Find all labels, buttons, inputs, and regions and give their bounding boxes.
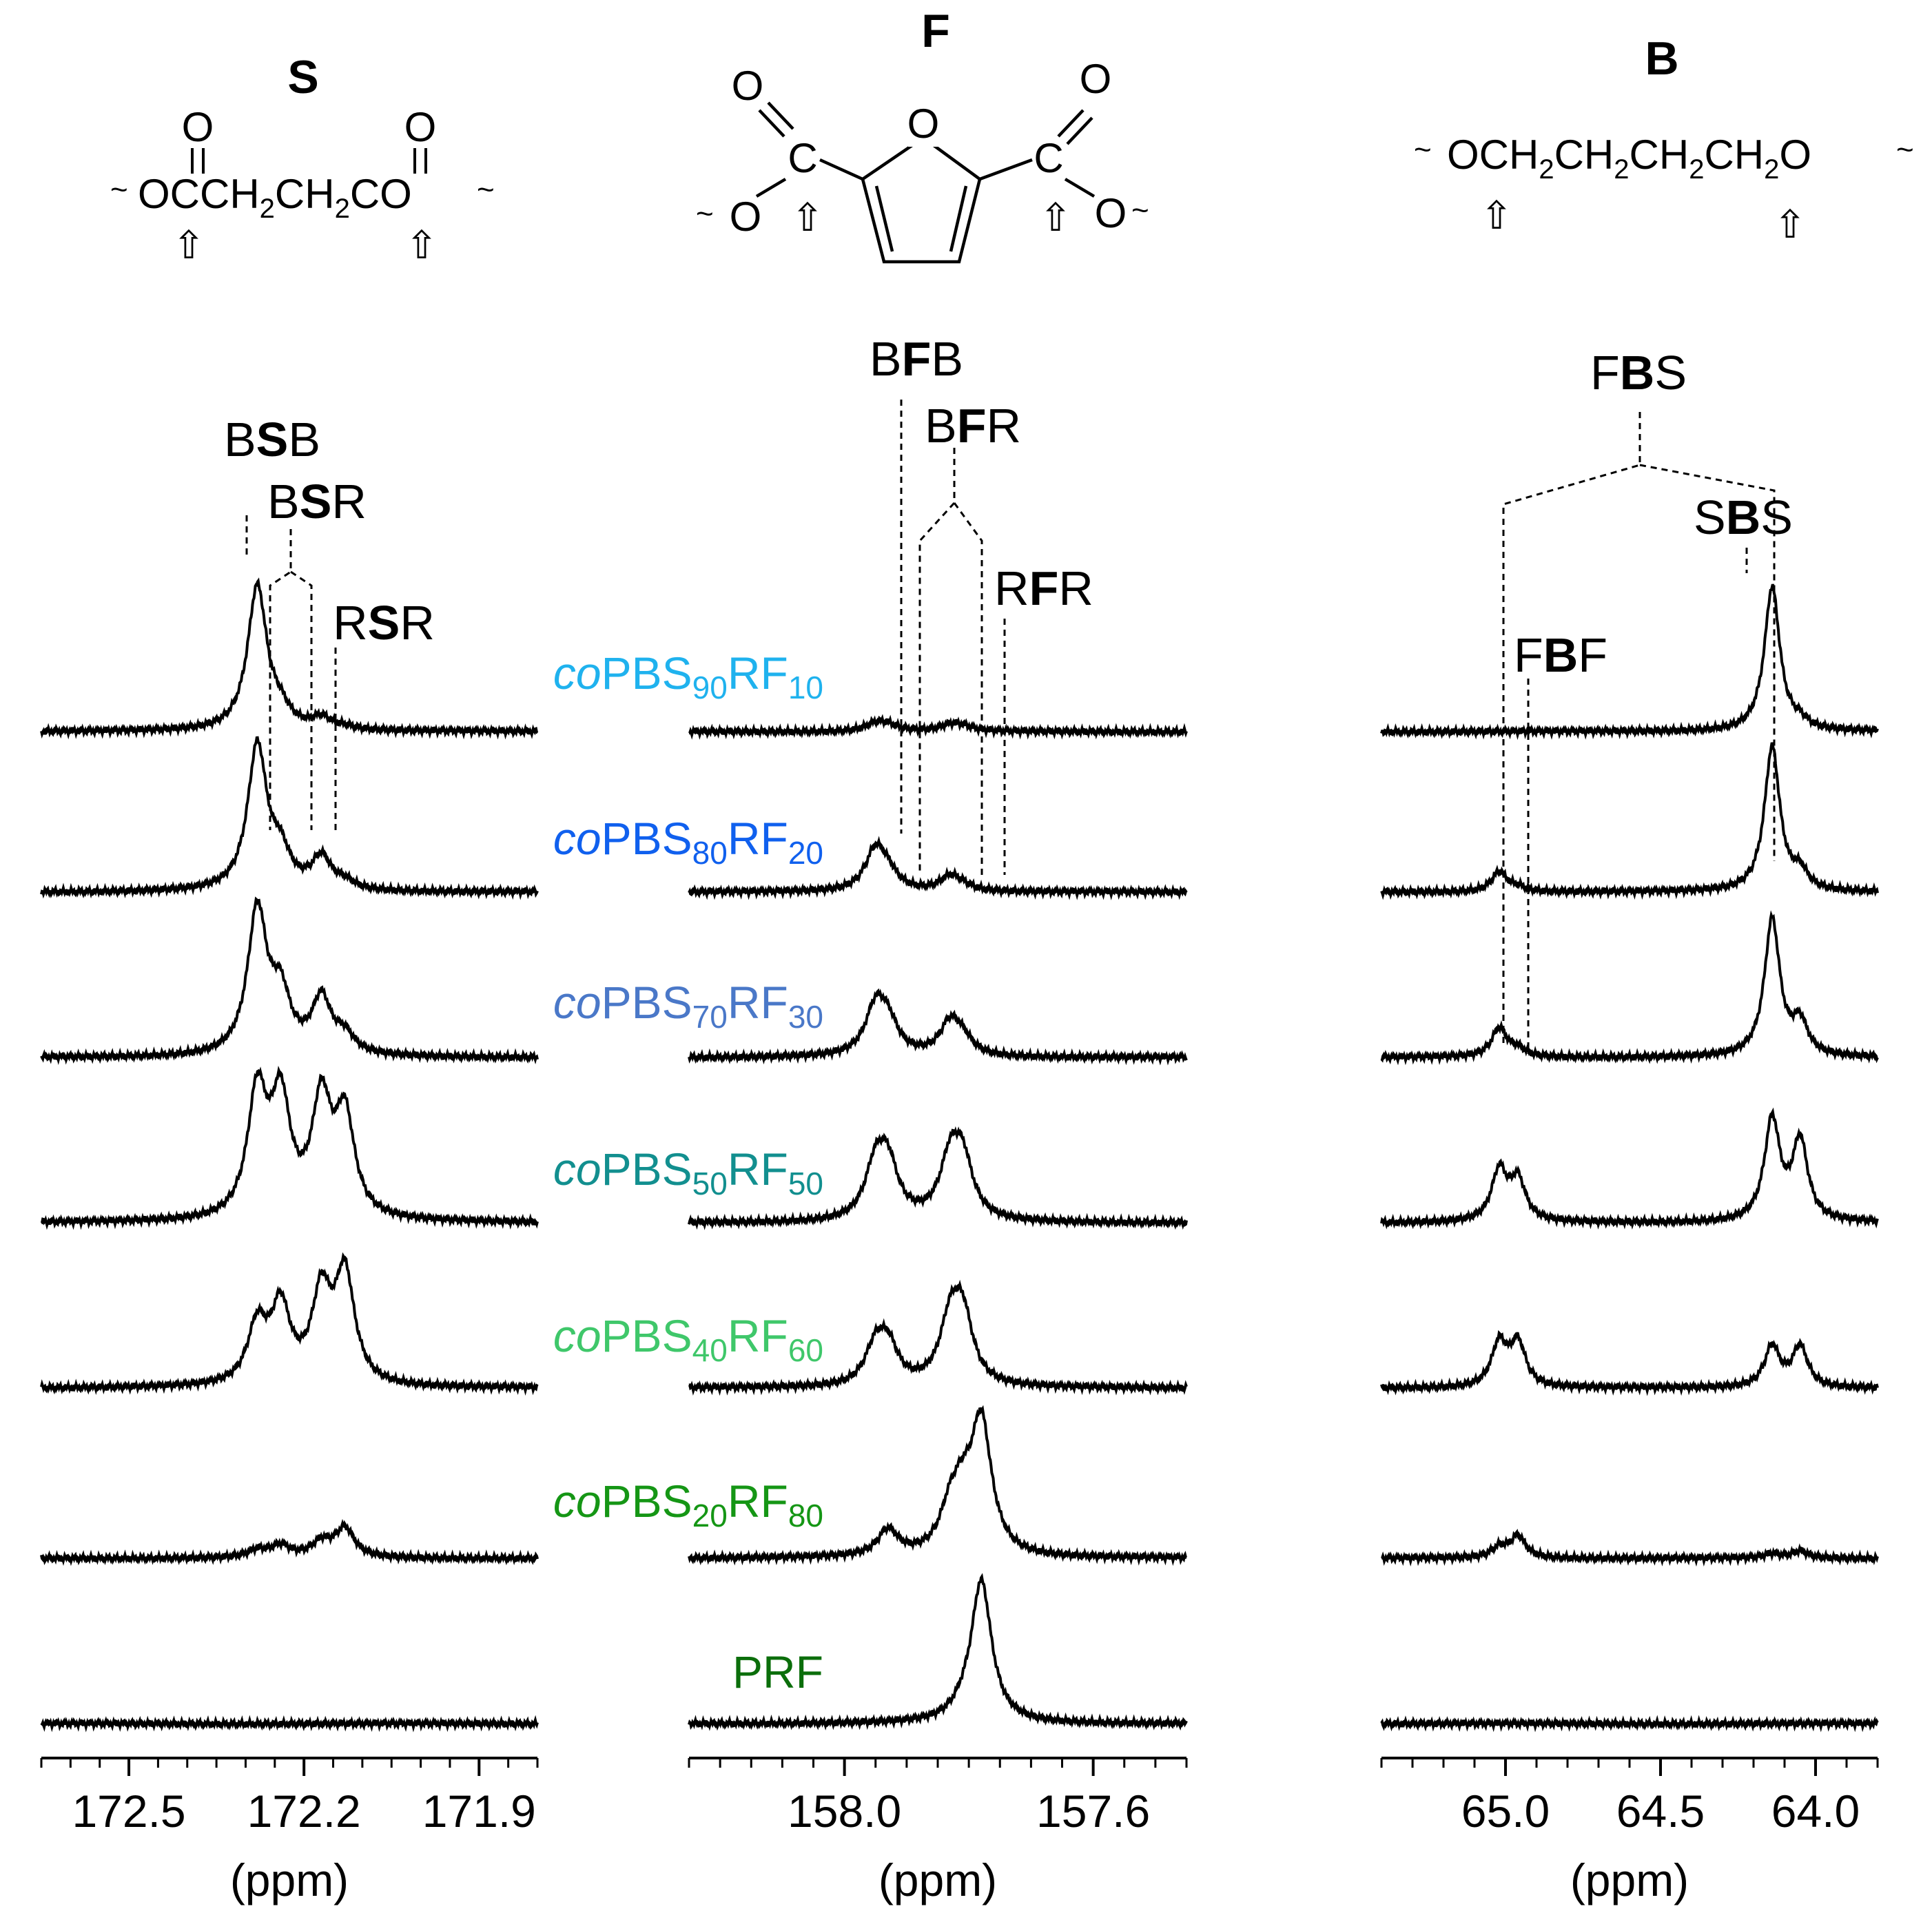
tick-label: 172.2 xyxy=(247,1786,361,1837)
structure-f-title: F xyxy=(921,5,950,57)
tick-label: 64.5 xyxy=(1616,1786,1705,1837)
spectrum-f-copbs50rf50 xyxy=(688,1126,1188,1230)
spectrum-f-copbs20rf80 xyxy=(688,1405,1187,1567)
assign-sbs: SBS xyxy=(1694,490,1793,544)
sample-label: coPBS70RF30 xyxy=(553,977,823,1035)
spectrum-s-copbs70rf30 xyxy=(40,896,539,1065)
arrow-icon: ⇧ xyxy=(406,223,438,267)
structure-b-wave-left: ~ xyxy=(1414,133,1432,167)
spectrum-s-copbs40rf60 xyxy=(40,1252,539,1396)
structure-f-wave-right: ~ xyxy=(1131,194,1149,227)
spectrum-f-copbs90rf10 xyxy=(688,714,1188,740)
x-axis-label: (ppm) xyxy=(1570,1854,1689,1905)
sample-label: coPBS80RF20 xyxy=(553,813,823,871)
arrow-icon: ⇧ xyxy=(173,223,205,267)
structure-f-o-left: O xyxy=(730,194,762,240)
arrow-icon: ⇧ xyxy=(1040,196,1072,239)
structure-b-title: B xyxy=(1645,32,1678,85)
structure-b-wave-right: ~ xyxy=(1896,133,1914,167)
structure-s-title: S xyxy=(287,51,318,103)
assign-rfr: RFR xyxy=(994,561,1093,615)
assign-bsr: BSR xyxy=(267,475,367,528)
assign-fbs: FBS xyxy=(1590,346,1687,400)
sample-label: coPBS40RF60 xyxy=(553,1310,823,1368)
structure-s-o-left: O xyxy=(182,104,214,150)
tick-label: 158.0 xyxy=(788,1786,901,1837)
assign-bsb: BSB xyxy=(224,413,320,466)
tick-label: 65.0 xyxy=(1461,1786,1550,1837)
assign-bfr: BFR xyxy=(925,399,1021,453)
structure-f-wave-left: ~ xyxy=(696,197,714,231)
spectrum-b-copbs20rf80 xyxy=(1381,1529,1879,1567)
structure-s-formula: OCCH2CH2CO xyxy=(138,171,412,224)
spectrum-f-prf xyxy=(688,1573,1188,1731)
assign-rsr: RSR xyxy=(333,596,435,650)
assign-bfb: BFB xyxy=(870,332,963,386)
sample-label: coPBS90RF10 xyxy=(553,648,823,705)
assign-fbf: FBF xyxy=(1514,628,1607,682)
spectrum-f-copbs40rf60 xyxy=(688,1279,1188,1396)
spectrum-b-copbs90rf10 xyxy=(1380,583,1879,741)
spectrum-f-copbs80rf20 xyxy=(688,836,1188,900)
spectrum-b-copbs40rf60 xyxy=(1380,1330,1879,1396)
assignment-connectors xyxy=(245,400,1776,1054)
spectrum-s-copbs80rf20 xyxy=(40,736,539,900)
tick-label: 171.9 xyxy=(422,1786,536,1837)
structure-s-wave-left: ~ xyxy=(110,173,128,207)
assignment-labels: BSB BSR RSR BFB BFR RFR FBS SBS FBF xyxy=(224,332,1793,682)
structure-f-c-right: C xyxy=(1034,135,1063,181)
spectrum-s-copbs50rf50 xyxy=(40,1065,539,1230)
tick-label: 172.5 xyxy=(72,1786,185,1837)
arrow-icon: ⇧ xyxy=(1481,194,1513,237)
spectrum-s-copbs90rf10 xyxy=(40,577,539,740)
tick-label: 64.0 xyxy=(1771,1786,1860,1837)
sample-label: coPBS20RF80 xyxy=(553,1476,823,1533)
spectrum-b-copbs50rf50 xyxy=(1380,1107,1879,1230)
tick-label: 157.6 xyxy=(1036,1786,1150,1837)
spectrum-s-prf xyxy=(40,1715,539,1733)
spectrum-b-copbs80rf20 xyxy=(1380,742,1879,900)
spectrum-b-copbs70rf30 xyxy=(1380,910,1879,1066)
structure-f-o-dbl-left: O xyxy=(732,63,764,109)
structure-f-c-left: C xyxy=(788,135,817,181)
spectrum-b-prf xyxy=(1380,1715,1879,1733)
x-axis-label: (ppm) xyxy=(230,1854,349,1905)
structure-f-o-right: O xyxy=(1095,190,1127,236)
x-axis-label: (ppm) xyxy=(878,1854,997,1905)
spectra xyxy=(40,577,1879,1733)
structure-f-ring-o: O xyxy=(907,101,940,147)
spectrum-f-copbs70rf30 xyxy=(688,988,1188,1066)
spectrum-s-copbs20rf80 xyxy=(40,1518,539,1567)
axes: 172.5 172.2 171.9 (ppm) 158.0 157.6 (ppm) 65.0 6… xyxy=(40,1757,1879,1905)
structure-s-o-right: O xyxy=(404,104,437,150)
arrow-icon: ⇧ xyxy=(792,196,824,239)
sample-labels: coPBS90RF10 coPBS80RF20 coPBS70RF30 coPBS50… xyxy=(553,648,823,1697)
structure-s-wave-right: ~ xyxy=(477,173,495,207)
structure-f: F O C O O ~ ⇧ C O O ~ ⇧ xyxy=(696,5,1149,264)
arrow-icon: ⇧ xyxy=(1774,203,1807,246)
structure-f-o-dbl-right: O xyxy=(1080,56,1112,102)
sample-label: PRF xyxy=(732,1646,823,1697)
structure-s: S O O ~ OCCH2CH2CO ~ ⇧ ⇧ xyxy=(110,51,495,267)
structure-b: B ~ OCH2CH2CH2CH2O ~ ⇧ ⇧ xyxy=(1414,32,1914,246)
structure-b-formula: OCH2CH2CH2CH2O xyxy=(1447,132,1811,185)
sample-label: coPBS50RF50 xyxy=(553,1144,823,1201)
